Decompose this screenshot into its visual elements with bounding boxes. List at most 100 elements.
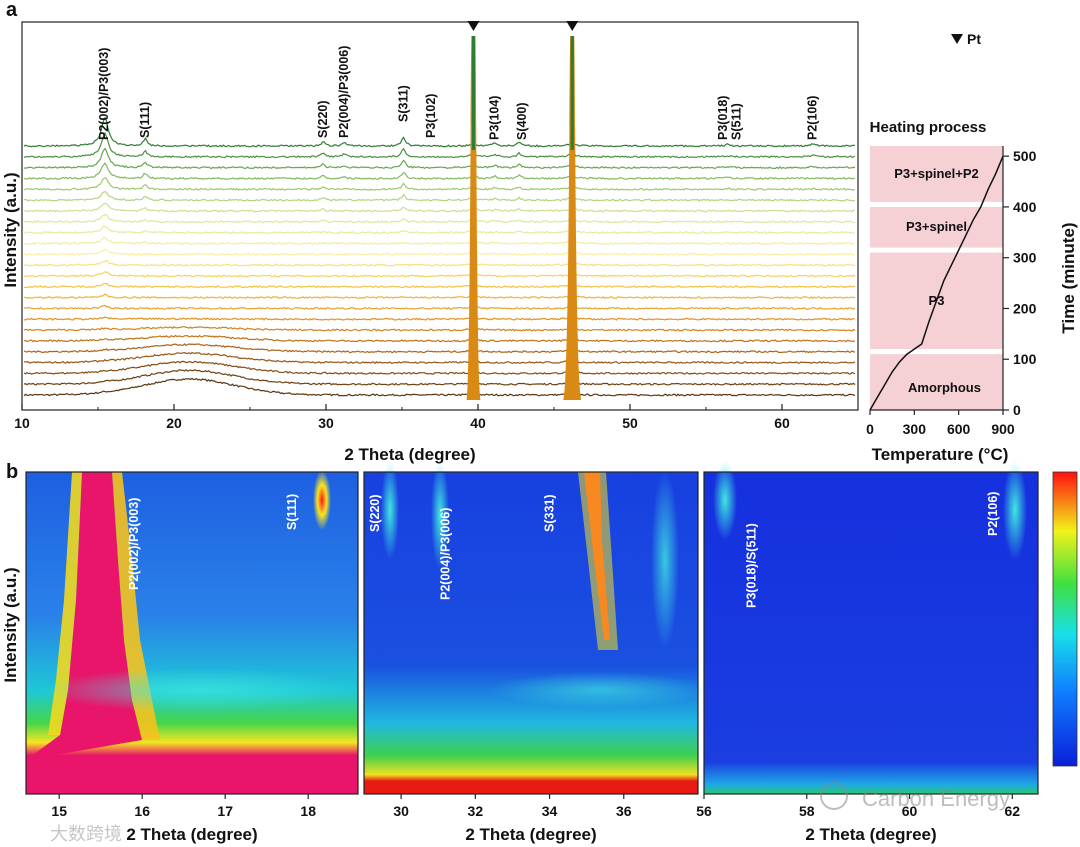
xrd-trace <box>23 325 856 332</box>
panel-a: 10 20 30 40 50 60 2 Theta (degree) Intensity … <box>1 21 981 464</box>
heating-x-tick-label: 900 <box>991 421 1015 437</box>
xrd-trace <box>23 131 856 159</box>
heatmap-x-tick-label: 16 <box>134 803 150 819</box>
peak-label: P2(002)/P3(003) <box>97 48 111 140</box>
heatmap-2 <box>363 460 710 795</box>
heating-y-tick-label: 0 <box>1013 402 1021 418</box>
heatmap-1-cyan-band <box>40 668 360 712</box>
peak-labels: P2(002)/P3(003) S(111) S(220) P2(004)/P3(00… <box>97 46 819 140</box>
heatmap-peak-label: S(331) <box>542 494 556 532</box>
xrd-trace <box>23 315 856 321</box>
pt-markers <box>467 21 579 31</box>
heatmap-2-p2-peak <box>431 460 449 570</box>
heating-x-label: Temperature (°C) <box>872 445 1009 464</box>
panel-a-x-ticks: 10 20 30 40 50 60 <box>14 404 859 431</box>
heatmap-peak-label: P3(018)/S(511) <box>744 523 758 608</box>
heatmap-1-frame <box>25 471 359 795</box>
heatmap-3-p2-peak <box>1003 460 1027 560</box>
panel-a-x-label: 2 Theta (degree) <box>344 445 475 464</box>
heatmap-1-peak-edge-right <box>112 472 160 740</box>
xrd-trace <box>23 343 856 354</box>
x-tick-label: 30 <box>318 415 334 431</box>
heating-y-tick-label: 400 <box>1013 199 1037 215</box>
peak-label: P3(104) <box>488 96 502 140</box>
heatmap-x-tick-label: 60 <box>902 803 918 819</box>
xrd-trace <box>23 271 856 278</box>
heatmap-peak-label: P2(106) <box>986 492 1000 536</box>
heating-x-tick-label: 300 <box>903 421 927 437</box>
xrd-trace <box>23 282 856 289</box>
peak-label: S(220) <box>316 100 330 138</box>
colorbar <box>1052 471 1078 767</box>
wechat-icon <box>820 782 848 810</box>
x-tick-label: 20 <box>166 415 182 431</box>
heatmap-x-tick-label: 32 <box>468 803 484 819</box>
xrd-trace <box>23 304 856 310</box>
xrd-traces <box>23 36 856 400</box>
phase-band <box>870 146 1003 202</box>
panel-heating: Heating process AmorphousP3P3+spinelP3+s… <box>866 119 1078 464</box>
xrd-trace <box>23 213 856 224</box>
xrd-trace <box>23 369 856 386</box>
panel-label-b: b <box>6 461 18 483</box>
watermark-left-text: 大数跨境 <box>50 824 122 845</box>
legend-pt: Pt <box>951 31 981 47</box>
heatmap-2-cyan-band <box>490 672 710 708</box>
heatmap-2-bg <box>364 472 698 794</box>
pt-peak-band <box>466 36 481 400</box>
xrd-trace <box>23 248 856 256</box>
x-tick-label: 40 <box>470 415 486 431</box>
pt-triangle-icon <box>467 21 480 31</box>
xrd-trace <box>24 236 856 246</box>
peak-label: P3(102) <box>424 94 438 138</box>
xrd-trace <box>23 116 856 148</box>
panel-a-frame <box>21 21 859 411</box>
peak-label: P2(004)/P3(006) <box>337 46 351 138</box>
pt-triangle-icon <box>951 34 963 44</box>
heating-y-label: Time (minute) <box>1059 222 1078 333</box>
xrd-trace <box>23 202 856 213</box>
peak-label: P3(018) <box>716 96 730 140</box>
heatmap-peak-label: S(111) <box>285 494 299 530</box>
heatmap-peak-label: P2(002)/P3(003) <box>127 498 141 590</box>
peak-label: S(111) <box>138 102 152 138</box>
heating-ticks: 0 300 600 900 0 100 200 300 400 500 <box>866 148 1036 437</box>
heatmap-x-ticks: 15 16 17 18 30 32 34 36 56 58 60 62 <box>51 794 1020 819</box>
xrd-trace <box>23 351 856 365</box>
phase-label: P3+spinel <box>906 219 967 234</box>
xrd-trace <box>23 177 856 191</box>
phase-band <box>870 354 1003 410</box>
heatmap-peak-label: P2(004)/P3(006) <box>438 508 452 600</box>
heatmap-x-label: 2 Theta (degree) <box>805 825 936 844</box>
pt-peak-band <box>563 36 582 400</box>
panel-a-y-label: Intensity (a.u.) <box>1 172 20 287</box>
heating-y-tick-label: 100 <box>1013 351 1037 367</box>
heatmap-x-tick-label: 30 <box>393 803 409 819</box>
heatmap-3-p3-peak <box>713 460 737 540</box>
heatmap-2-s331-halo <box>578 472 618 650</box>
peak-label: S(311) <box>397 85 411 122</box>
watermark-right: Carbon Energy <box>820 782 1010 811</box>
xrd-trace <box>23 377 856 397</box>
phase-label: P3+spinel+P2 <box>894 166 979 181</box>
temperature-profile-line <box>869 155 1004 411</box>
heatmap-x-label: 2 Theta (degree) <box>126 825 257 844</box>
heatmap-x-tick-label: 36 <box>616 803 632 819</box>
watermark-right-text: Carbon Energy <box>862 786 1010 811</box>
panel-label-a: a <box>6 0 18 21</box>
xrd-trace <box>23 225 856 235</box>
heatmap-1 <box>25 470 360 795</box>
heatmap-x-tick-label: 62 <box>1005 803 1021 819</box>
heating-y-tick-label: 300 <box>1013 250 1037 266</box>
phase-band <box>870 206 1003 248</box>
heatmap-x-tick-label: 34 <box>542 803 558 819</box>
heatmap-3-frame <box>703 471 1039 795</box>
heatmap-x-tick-label: 56 <box>696 803 712 819</box>
xrd-trace <box>23 191 856 202</box>
heating-x-tick-label: 0 <box>866 421 874 437</box>
heatmap-x-label: 2 Theta (degree) <box>465 825 596 844</box>
heatmap-1-peak-edge <box>48 472 82 735</box>
x-tick-label: 50 <box>622 415 638 431</box>
